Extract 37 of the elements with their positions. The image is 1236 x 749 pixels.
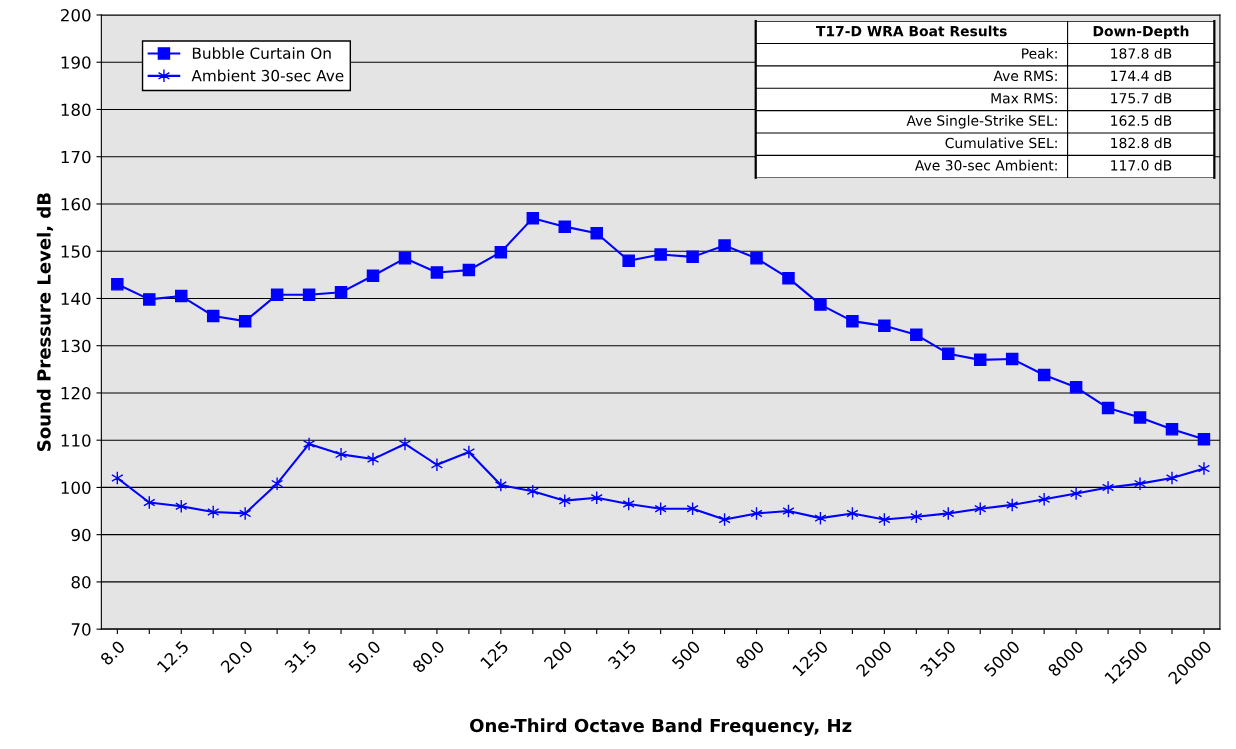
annotation: Cumulative SEL: <box>945 137 1057 149</box>
annotation: Ave Single-Strike SEL: <box>906 115 1057 129</box>
annotation: 174.4 dB <box>1111 70 1172 82</box>
y-tick-label: 90 <box>71 528 91 542</box>
y-tick-label: 170 <box>61 150 91 164</box>
y-tick-label: 100 <box>61 481 91 494</box>
y-axis-title: Sound Pressure Level, dB <box>36 193 54 451</box>
y-tick-label: 190 <box>61 56 91 69</box>
y-tick-label: 110 <box>61 434 91 447</box>
y-tick-label: 200 <box>61 8 91 22</box>
annotation: 117.0 dB <box>1111 159 1172 171</box>
y-tick-label: 180 <box>61 103 91 117</box>
annotation: Peak: <box>1022 47 1057 59</box>
y-tick-label: 150 <box>61 245 91 258</box>
legend-label: Bubble Curtain On <box>192 47 331 59</box>
y-tick-label: 130 <box>61 339 91 353</box>
y-tick-label: 120 <box>61 386 91 400</box>
x-tick-label: 315 <box>607 640 637 670</box>
annotation: 182.8 dB <box>1111 137 1172 149</box>
annotation: 175.7 dB <box>1111 92 1172 104</box>
annotation: Max RMS: <box>991 92 1057 104</box>
y-tick-label: 70 <box>71 623 91 636</box>
y-tick-label: 160 <box>61 197 91 211</box>
annotation: Ave RMS: <box>993 70 1057 82</box>
x-tick-label: 125 <box>479 640 509 670</box>
annotation: 162.5 dB <box>1111 115 1172 126</box>
x-tick-label: 8.0 <box>99 639 126 666</box>
y-tick-label: 80 <box>71 575 91 589</box>
x-axis-title: One-Third Octave Band Frequency, Hz <box>470 718 852 736</box>
x-tick-label: 800 <box>735 639 765 670</box>
y-tick-label: 140 <box>61 292 91 306</box>
x-tick-label: 500 <box>671 639 701 670</box>
annotation: 187.8 dB <box>1111 47 1172 59</box>
annotation: Ave 30-sec Ambient: <box>914 159 1057 171</box>
annotation: Down-Depth <box>1093 25 1189 40</box>
annotation: T17-D WRA Boat Results <box>816 25 1007 37</box>
legend-label: Ambient 30-sec Ave <box>191 69 344 82</box>
